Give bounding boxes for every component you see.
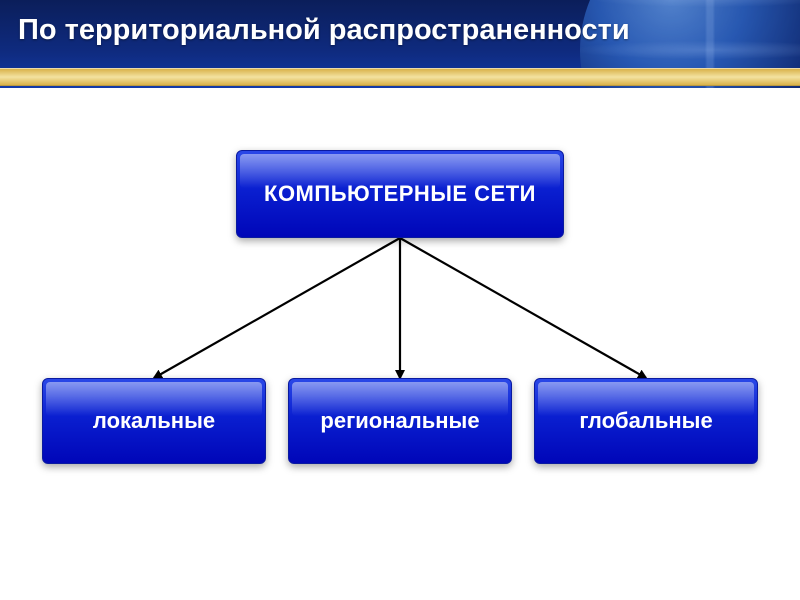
tree-child-label: локальные (93, 408, 215, 434)
tree-child-node: региональные (288, 378, 512, 464)
header-gold-bar (0, 68, 800, 86)
tree-child-node: глобальные (534, 378, 758, 464)
tree-edge (154, 238, 400, 378)
page-title: По территориальной распространенности (18, 14, 630, 47)
tree-child-node: локальные (42, 378, 266, 464)
tree-child-label: региональные (320, 408, 479, 434)
tree-root-label: КОМПЬЮТЕРНЫЕ СЕТИ (264, 181, 536, 207)
tree-root-node: КОМПЬЮТЕРНЫЕ СЕТИ (236, 150, 564, 238)
diagram-area: КОМПЬЮТЕРНЫЕ СЕТИ локальные региональные г… (0, 88, 800, 600)
header-band: По территориальной распространенности (0, 0, 800, 88)
tree-edge (400, 238, 646, 378)
tree-child-label: глобальные (579, 408, 712, 434)
